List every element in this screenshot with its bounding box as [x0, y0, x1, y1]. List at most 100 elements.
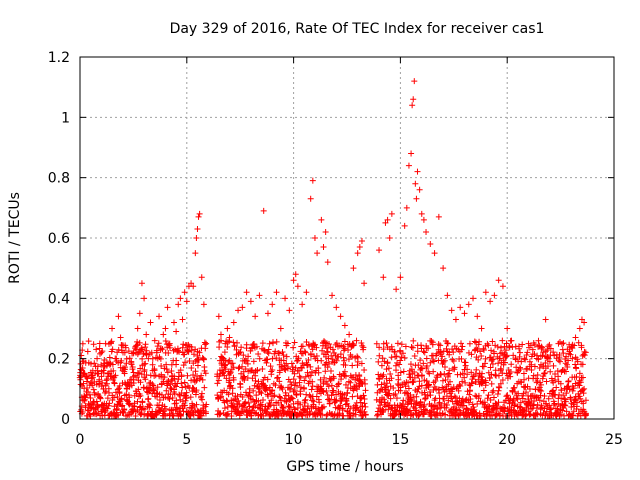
data-point	[470, 295, 477, 302]
data-point	[84, 348, 91, 355]
data-point	[290, 277, 297, 284]
data-point	[572, 393, 579, 400]
y-tick-label: 0.2	[48, 352, 70, 368]
data-point	[534, 401, 541, 408]
data-point	[517, 349, 524, 356]
data-point	[339, 406, 346, 413]
data-point	[302, 373, 309, 380]
data-point	[123, 385, 130, 392]
data-point	[156, 397, 163, 404]
data-point	[411, 353, 418, 360]
data-point	[388, 210, 395, 217]
data-point	[318, 357, 325, 364]
data-point	[547, 405, 554, 412]
data-point	[264, 391, 271, 398]
data-point	[444, 373, 451, 380]
data-point	[408, 344, 415, 351]
data-point	[491, 292, 498, 299]
data-point	[391, 412, 398, 419]
data-point	[230, 319, 237, 326]
data-point	[325, 383, 332, 390]
data-point	[297, 401, 304, 408]
data-point	[444, 340, 451, 347]
data-point	[555, 373, 562, 380]
data-point	[277, 394, 284, 401]
data-point	[478, 353, 485, 360]
data-point	[224, 325, 231, 332]
data-point	[429, 341, 436, 348]
data-point	[320, 244, 327, 251]
data-point	[237, 349, 244, 356]
data-point	[198, 372, 205, 379]
data-point	[324, 349, 331, 356]
data-point	[282, 295, 289, 302]
data-point	[573, 405, 580, 412]
data-point	[224, 411, 231, 418]
data-point	[125, 392, 132, 399]
data-point	[91, 391, 98, 398]
data-point	[420, 360, 427, 367]
data-point	[451, 364, 458, 371]
data-point	[387, 395, 394, 402]
data-point	[405, 162, 412, 169]
data-point	[442, 411, 449, 418]
data-point	[190, 351, 197, 358]
data-point	[179, 398, 186, 405]
data-point	[224, 344, 231, 351]
data-point	[287, 385, 294, 392]
data-point	[170, 412, 177, 419]
data-point	[276, 378, 283, 385]
data-point	[554, 368, 561, 375]
data-point	[193, 401, 200, 408]
data-point	[124, 397, 131, 404]
data-point	[381, 399, 388, 406]
data-point	[492, 411, 499, 418]
data-point	[177, 411, 184, 418]
data-point	[160, 331, 167, 338]
data-point	[266, 340, 273, 347]
data-point	[538, 343, 545, 350]
data-point	[108, 338, 115, 345]
data-point	[255, 378, 262, 385]
data-point	[190, 371, 197, 378]
data-point	[140, 351, 147, 358]
data-point	[539, 352, 546, 359]
data-point	[99, 412, 106, 419]
data-point	[188, 280, 195, 287]
data-point	[516, 345, 523, 352]
data-point	[159, 346, 166, 353]
data-point	[434, 405, 441, 412]
data-point	[579, 386, 586, 393]
data-point	[519, 395, 526, 402]
data-point	[222, 340, 229, 347]
data-point	[344, 389, 351, 396]
data-point	[194, 362, 201, 369]
data-point	[440, 359, 447, 366]
data-point	[217, 331, 224, 338]
data-point	[439, 377, 446, 384]
data-point	[81, 370, 88, 377]
data-point	[316, 399, 323, 406]
data-point	[342, 362, 349, 369]
data-point	[350, 342, 357, 349]
data-point	[229, 360, 236, 367]
data-point	[238, 344, 245, 351]
data-point	[423, 407, 430, 414]
data-point	[350, 410, 357, 417]
data-point	[85, 400, 92, 407]
data-point	[581, 385, 588, 392]
data-point	[295, 355, 302, 362]
y-tick-label: 0.6	[48, 231, 70, 247]
data-point	[141, 295, 148, 302]
data-point	[335, 353, 342, 360]
data-point	[383, 383, 390, 390]
data-point	[113, 405, 120, 412]
data-point	[299, 343, 306, 350]
data-point	[142, 350, 149, 357]
data-point	[165, 341, 172, 348]
data-point	[510, 385, 517, 392]
data-point	[192, 391, 199, 398]
data-point	[288, 360, 295, 367]
data-point	[308, 386, 315, 393]
data-point	[234, 404, 241, 411]
